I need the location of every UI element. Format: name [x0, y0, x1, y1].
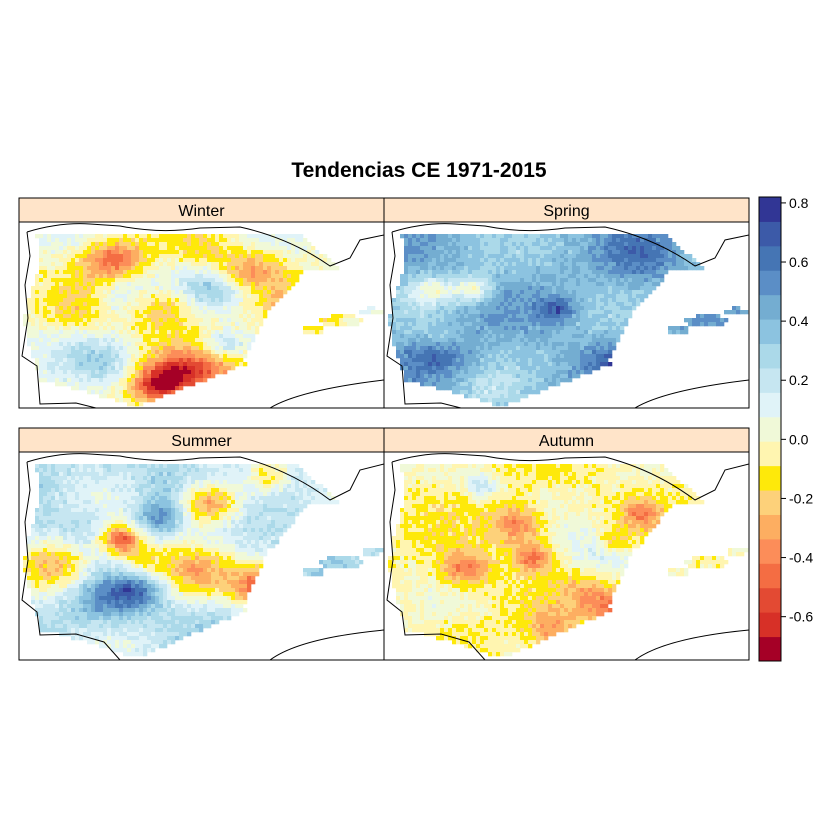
strip-label-autumn: Autumn: [539, 433, 594, 450]
map-raster: [23, 464, 384, 657]
colorbar-ticks: 0.8 0.6 0.4 0.2 0.0 -0.2 -0.4 -0.6: [781, 195, 813, 625]
colorbar-bin: [759, 221, 781, 247]
colorbar-bins: [759, 197, 781, 662]
coastline: [386, 223, 749, 408]
colorbar-border: [758, 196, 782, 662]
panel-summer: Summer: [18, 427, 385, 661]
colorbar-tick-label: -0.4: [789, 550, 813, 566]
colorbar-tick-label: 0.4: [789, 313, 809, 329]
strip-label-spring: Spring: [543, 203, 589, 220]
colorbar-tick-label: 0.2: [789, 372, 809, 388]
panel-autumn: Autumn: [383, 427, 750, 661]
colorbar-tick-label: 0.0: [789, 431, 809, 447]
colorbar: 0.8 0.6 0.4 0.2 0.0 -0.2 -0.4 -0.6: [758, 195, 813, 662]
colorbar-bin: [759, 294, 781, 320]
map-raster: [23, 234, 384, 407]
coastline: [21, 223, 384, 408]
coastline: [21, 453, 384, 660]
colorbar-bin: [759, 367, 781, 393]
strip-label-winter: Winter: [178, 203, 225, 220]
map-raster: [388, 464, 749, 657]
colorbar-bin: [759, 416, 781, 442]
main-title: Tendencias CE 1971-2015: [291, 159, 547, 182]
colorbar-tick-label: 0.8: [789, 195, 809, 211]
colorbar-bin: [759, 319, 781, 345]
coastline: [386, 453, 749, 660]
colorbar-bin: [759, 465, 781, 491]
colorbar-bin: [759, 563, 781, 589]
colorbar-tick-label: -0.2: [789, 490, 813, 506]
colorbar-tick-label: -0.6: [789, 609, 813, 625]
panel-winter: Winter: [18, 197, 385, 409]
colorbar-bin: [759, 343, 781, 369]
map-raster: [388, 234, 749, 407]
colorbar-bin: [759, 197, 781, 222]
colorbar-bin: [759, 587, 781, 613]
strip-winter: [18, 197, 385, 223]
colorbar-bin: [759, 612, 781, 638]
colorbar-bin: [759, 514, 781, 540]
colorbar-bin: [759, 245, 781, 271]
colorbar-bin: [759, 636, 781, 662]
colorbar-bin: [759, 490, 781, 515]
strip-spring: [383, 197, 750, 223]
strip-summer: [18, 427, 385, 453]
panel-spring: Spring: [383, 197, 750, 409]
colorbar-tick-label: 0.6: [789, 254, 809, 270]
strip-autumn: [383, 427, 750, 453]
colorbar-bin: [759, 538, 781, 564]
colorbar-bin: [759, 270, 781, 296]
strip-label-summer: Summer: [171, 433, 232, 450]
colorbar-bin: [759, 441, 781, 467]
colorbar-bin: [759, 392, 781, 418]
